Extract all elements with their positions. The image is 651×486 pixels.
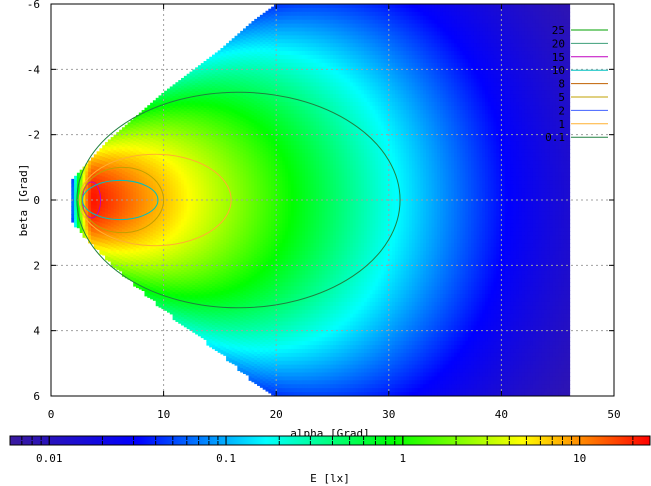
colorbar-tick-label: 10 [573,452,586,465]
x-ticks: 0 10 20 30 40 50 [48,4,621,421]
legend-label: 5 [558,91,565,104]
colorbar-tick-label: 1 [400,452,407,465]
legend-label: 10 [552,64,565,77]
colorbar-tick-label: 0.01 [36,452,63,465]
y-axis-label: beta [Grad] [17,164,30,237]
colorbar-label: E [lx] [310,472,350,485]
y-tick-label: 0 [33,194,40,207]
x-tick-label: 20 [270,408,283,421]
contour-line [80,166,165,234]
legend-label: 0.1 [545,131,565,144]
y-tick-label: 2 [33,259,40,272]
plot-grid [51,4,614,396]
contour-lines [76,91,401,309]
y-tick-label: -4 [27,63,41,76]
legend-label: 25 [552,24,565,37]
colorbar [9,435,651,446]
y-ticks: -6 -4 -2 0 2 4 6 [27,0,614,403]
contour-line [78,153,232,247]
colorbar-tick-label: 0.1 [216,452,236,465]
x-tick-label: 0 [48,408,55,421]
y-tick-label: -2 [27,129,40,142]
colorbar-ticks: 0.01 0.1 1 10 [9,436,634,465]
legend-label: 2 [558,104,565,117]
y-tick-label: -6 [27,0,40,11]
y-tick-label: 4 [33,325,40,338]
legend-label: 1 [558,118,565,131]
legend-label: 15 [552,51,565,64]
contour-line [82,179,159,221]
x-tick-label: 30 [382,408,395,421]
contour-line [76,91,401,309]
heatmap-field [71,4,571,396]
x-tick-label: 40 [495,408,508,421]
legend-label: 20 [552,37,565,50]
y-tick-label: 6 [33,390,40,403]
legend-label: 8 [558,78,565,91]
x-tick-label: 50 [607,408,620,421]
x-tick-label: 10 [157,408,170,421]
